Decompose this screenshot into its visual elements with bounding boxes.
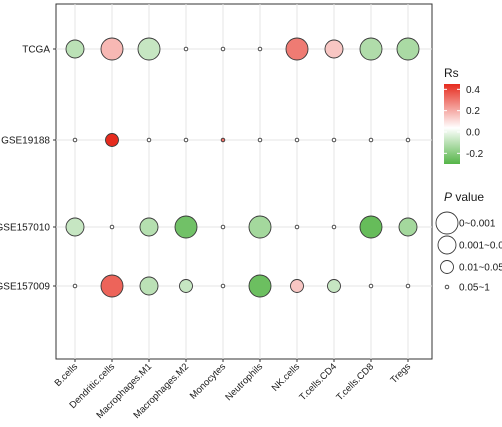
bubble-gse157009-t-cells-cd8	[368, 283, 374, 289]
plot-area	[55, 3, 433, 360]
size-legend-circle	[437, 235, 457, 255]
y-axis: TCGA GSE19188 GSE157010 GSE157009	[0, 45, 56, 293]
bubble-tcga-nk-cells	[285, 37, 309, 61]
color-legend-label: 0.2	[466, 106, 480, 117]
size-legend-title-rest: value	[452, 190, 484, 204]
bubble-gse157009-macrophages-m2	[179, 279, 193, 293]
bubble-gse157009-b-cells	[72, 283, 78, 289]
bubble-tcga-tregs	[396, 37, 420, 61]
bubble-gse19188-nk-cells	[294, 137, 300, 143]
x-label-b-cells: B.cells	[53, 361, 81, 389]
bubble-gse19188-tregs	[405, 137, 411, 143]
color-legend-label: -0.2	[466, 149, 484, 160]
size-legend-circle	[435, 211, 459, 235]
color-legend-label: 0.4	[466, 85, 480, 96]
bubble-gse19188-t-cells-cd4	[331, 137, 337, 143]
bubble-gse157010-neutrophils	[248, 215, 272, 239]
x-label-nk-cells: NK.cells	[270, 361, 303, 394]
bubble-gse19188-b-cells	[72, 137, 78, 143]
bubble-tcga-neutrophils	[257, 46, 263, 52]
plot-frame	[55, 3, 433, 360]
size-legend-label: 0.001~0.01	[459, 241, 502, 252]
bubble-gse157010-b-cells	[65, 217, 85, 237]
bubble-tcga-macrophages-m1	[137, 37, 161, 61]
color-legend: Rs 0.4 0.2 0.0 -0.2	[444, 66, 484, 164]
x-label-t-cells-cd4: T.cells.CD4	[297, 361, 339, 403]
size-legend-title-p: P	[444, 190, 452, 204]
size-legend-circle	[444, 284, 450, 290]
bubble-gse19188-t-cells-cd8	[368, 137, 374, 143]
y-label-gse157010: GSE157010	[0, 223, 50, 234]
bubble-gse19188-neutrophils	[257, 137, 263, 143]
size-legend-title: P value	[444, 190, 484, 204]
x-label-t-cells-cd8: T.cells.CD8	[334, 361, 376, 403]
color-legend-bar	[444, 84, 460, 164]
bubble-tcga-dendritic-cells	[100, 37, 124, 61]
bubble-gse19188-monocytes	[220, 137, 226, 143]
bubble-gse19188-dendritic-cells	[105, 133, 119, 147]
x-label-neutrophils: Neutrophils	[223, 361, 265, 403]
bubble-gse157009-neutrophils	[248, 274, 272, 298]
size-legend: P value 0~0.001 0.001~0.01 0.01~0.05 0.05~1	[435, 190, 502, 294]
bubble-gse19188-macrophages-m1	[146, 137, 152, 143]
bubble-tcga-monocytes	[220, 46, 226, 52]
bubble-gse157010-tregs	[398, 217, 418, 237]
x-axis: B.cellsDendritic.cellsMacrophages.M1Macr…	[53, 359, 413, 421]
bubble-tcga-macrophages-m2	[183, 46, 189, 52]
bubble-gse157010-macrophages-m2	[174, 215, 198, 239]
bubble-tcga-t-cells-cd8	[359, 37, 383, 61]
bubble-tcga-b-cells	[65, 39, 85, 59]
bubble-tcga-t-cells-cd4	[324, 39, 344, 59]
bubble-gse157010-monocytes	[220, 224, 226, 230]
bubble-gse157010-dendritic-cells	[109, 224, 115, 230]
bubble-gse157009-nk-cells	[290, 279, 304, 293]
size-legend-label: 0~0.001	[459, 219, 496, 230]
bubble-gse157009-macrophages-m1	[139, 276, 159, 296]
color-legend-label: 0.0	[466, 128, 480, 139]
size-legend-circle	[440, 260, 454, 274]
y-label-tcga: TCGA	[22, 45, 50, 56]
y-label-gse157009: GSE157009	[0, 282, 50, 293]
bubble-gse157010-t-cells-cd8	[359, 215, 383, 239]
x-label-tregs: Tregs	[388, 361, 413, 386]
bubble-gse157009-t-cells-cd4	[327, 279, 341, 293]
bubble-gse19188-macrophages-m2	[183, 137, 189, 143]
bubble-gse157009-monocytes	[220, 283, 226, 289]
bubble-gse157009-tregs	[405, 283, 411, 289]
y-label-gse19188: GSE19188	[1, 136, 50, 147]
bubble-gse157010-macrophages-m1	[139, 217, 159, 237]
size-legend-label: 0.01~0.05	[459, 263, 502, 274]
bubble-gse157010-nk-cells	[294, 224, 300, 230]
color-legend-title: Rs	[444, 66, 459, 80]
bubble-gse157009-dendritic-cells	[100, 274, 124, 298]
size-legend-label: 0.05~1	[459, 283, 490, 294]
bubble-gse157010-t-cells-cd4	[331, 224, 337, 230]
